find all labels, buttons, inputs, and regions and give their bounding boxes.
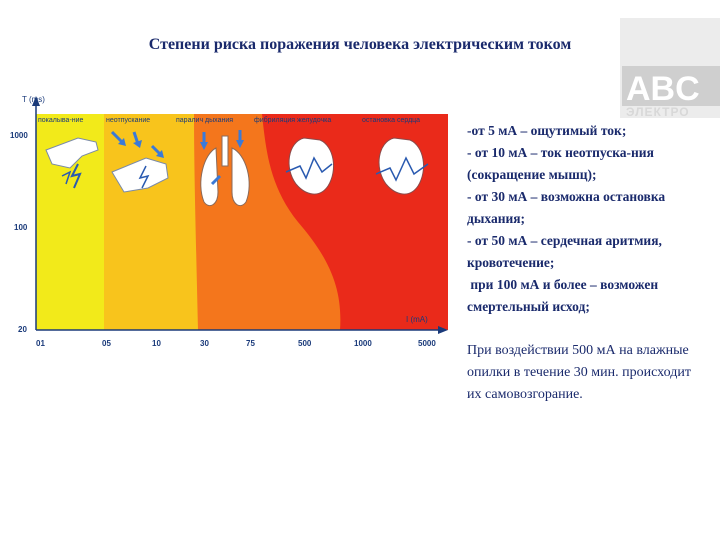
effect-item: - от 50 мА – сердечная аритмия, кровотеч… [467, 233, 666, 270]
self-ignition-note: При воздействии 500 мА на влажные опилки… [467, 343, 691, 402]
x-axis-label: I (mA) [406, 315, 428, 324]
risk-chart: T (ms) I (mA) 1000 100 20 01 05 10 30 75… [8, 92, 448, 354]
effect-item: - от 30 мА – возможна остановка дыхания; [467, 189, 669, 226]
x-tick-label: 05 [102, 339, 111, 348]
zone-label: покалыва-ние [38, 117, 84, 124]
x-tick-label: 500 [298, 339, 312, 348]
zone-label: остановка сердца [362, 117, 420, 124]
logo-abc-text: ABC [626, 70, 700, 108]
x-axis-arrow-icon [438, 326, 448, 334]
x-tick-label: 1000 [354, 339, 372, 348]
abc-elektro-logo: ABC ЭЛЕКТРО [612, 18, 720, 119]
heart-stop-icon [375, 137, 429, 195]
y-axis-arrow-icon [32, 96, 40, 106]
hand-touch-icon [45, 137, 99, 189]
y-tick-label: 20 [18, 325, 27, 334]
effect-item: -от 5 мА – ощутимый ток; [467, 123, 627, 138]
x-tick-label: 01 [36, 339, 45, 348]
effects-list: -от 5 мА – ощутимый ток; - от 10 мА – то… [467, 120, 707, 318]
y-axis-label: T (ms) [22, 95, 45, 104]
zone-label: неотпускание [106, 117, 150, 124]
x-tick-label: 30 [200, 339, 209, 348]
zone-label: паралич дыхания [176, 117, 233, 124]
effect-item: при 100 мА и более – возможен смертельны… [467, 277, 662, 314]
hand-grip-icon [110, 130, 169, 193]
zone-label: фибриляция желудочка [254, 116, 331, 124]
effects-description: -от 5 мА – ощутимый ток; - от 10 мА – то… [467, 120, 707, 406]
logo-elektro-text: ЭЛЕКТРО [626, 105, 690, 118]
x-tick-label: 5000 [418, 339, 436, 348]
y-tick-label: 1000 [10, 131, 28, 140]
x-tick-label: 10 [152, 339, 161, 348]
x-tick-label: 75 [246, 339, 255, 348]
y-tick-label: 100 [14, 223, 28, 232]
heart-fibrillation-icon [285, 137, 335, 195]
lungs-icon [200, 130, 250, 207]
page-title: Степени риска поражения человека электри… [148, 36, 572, 53]
effect-item: - от 10 мА – ток неотпуска-ния (сокращен… [467, 145, 658, 182]
